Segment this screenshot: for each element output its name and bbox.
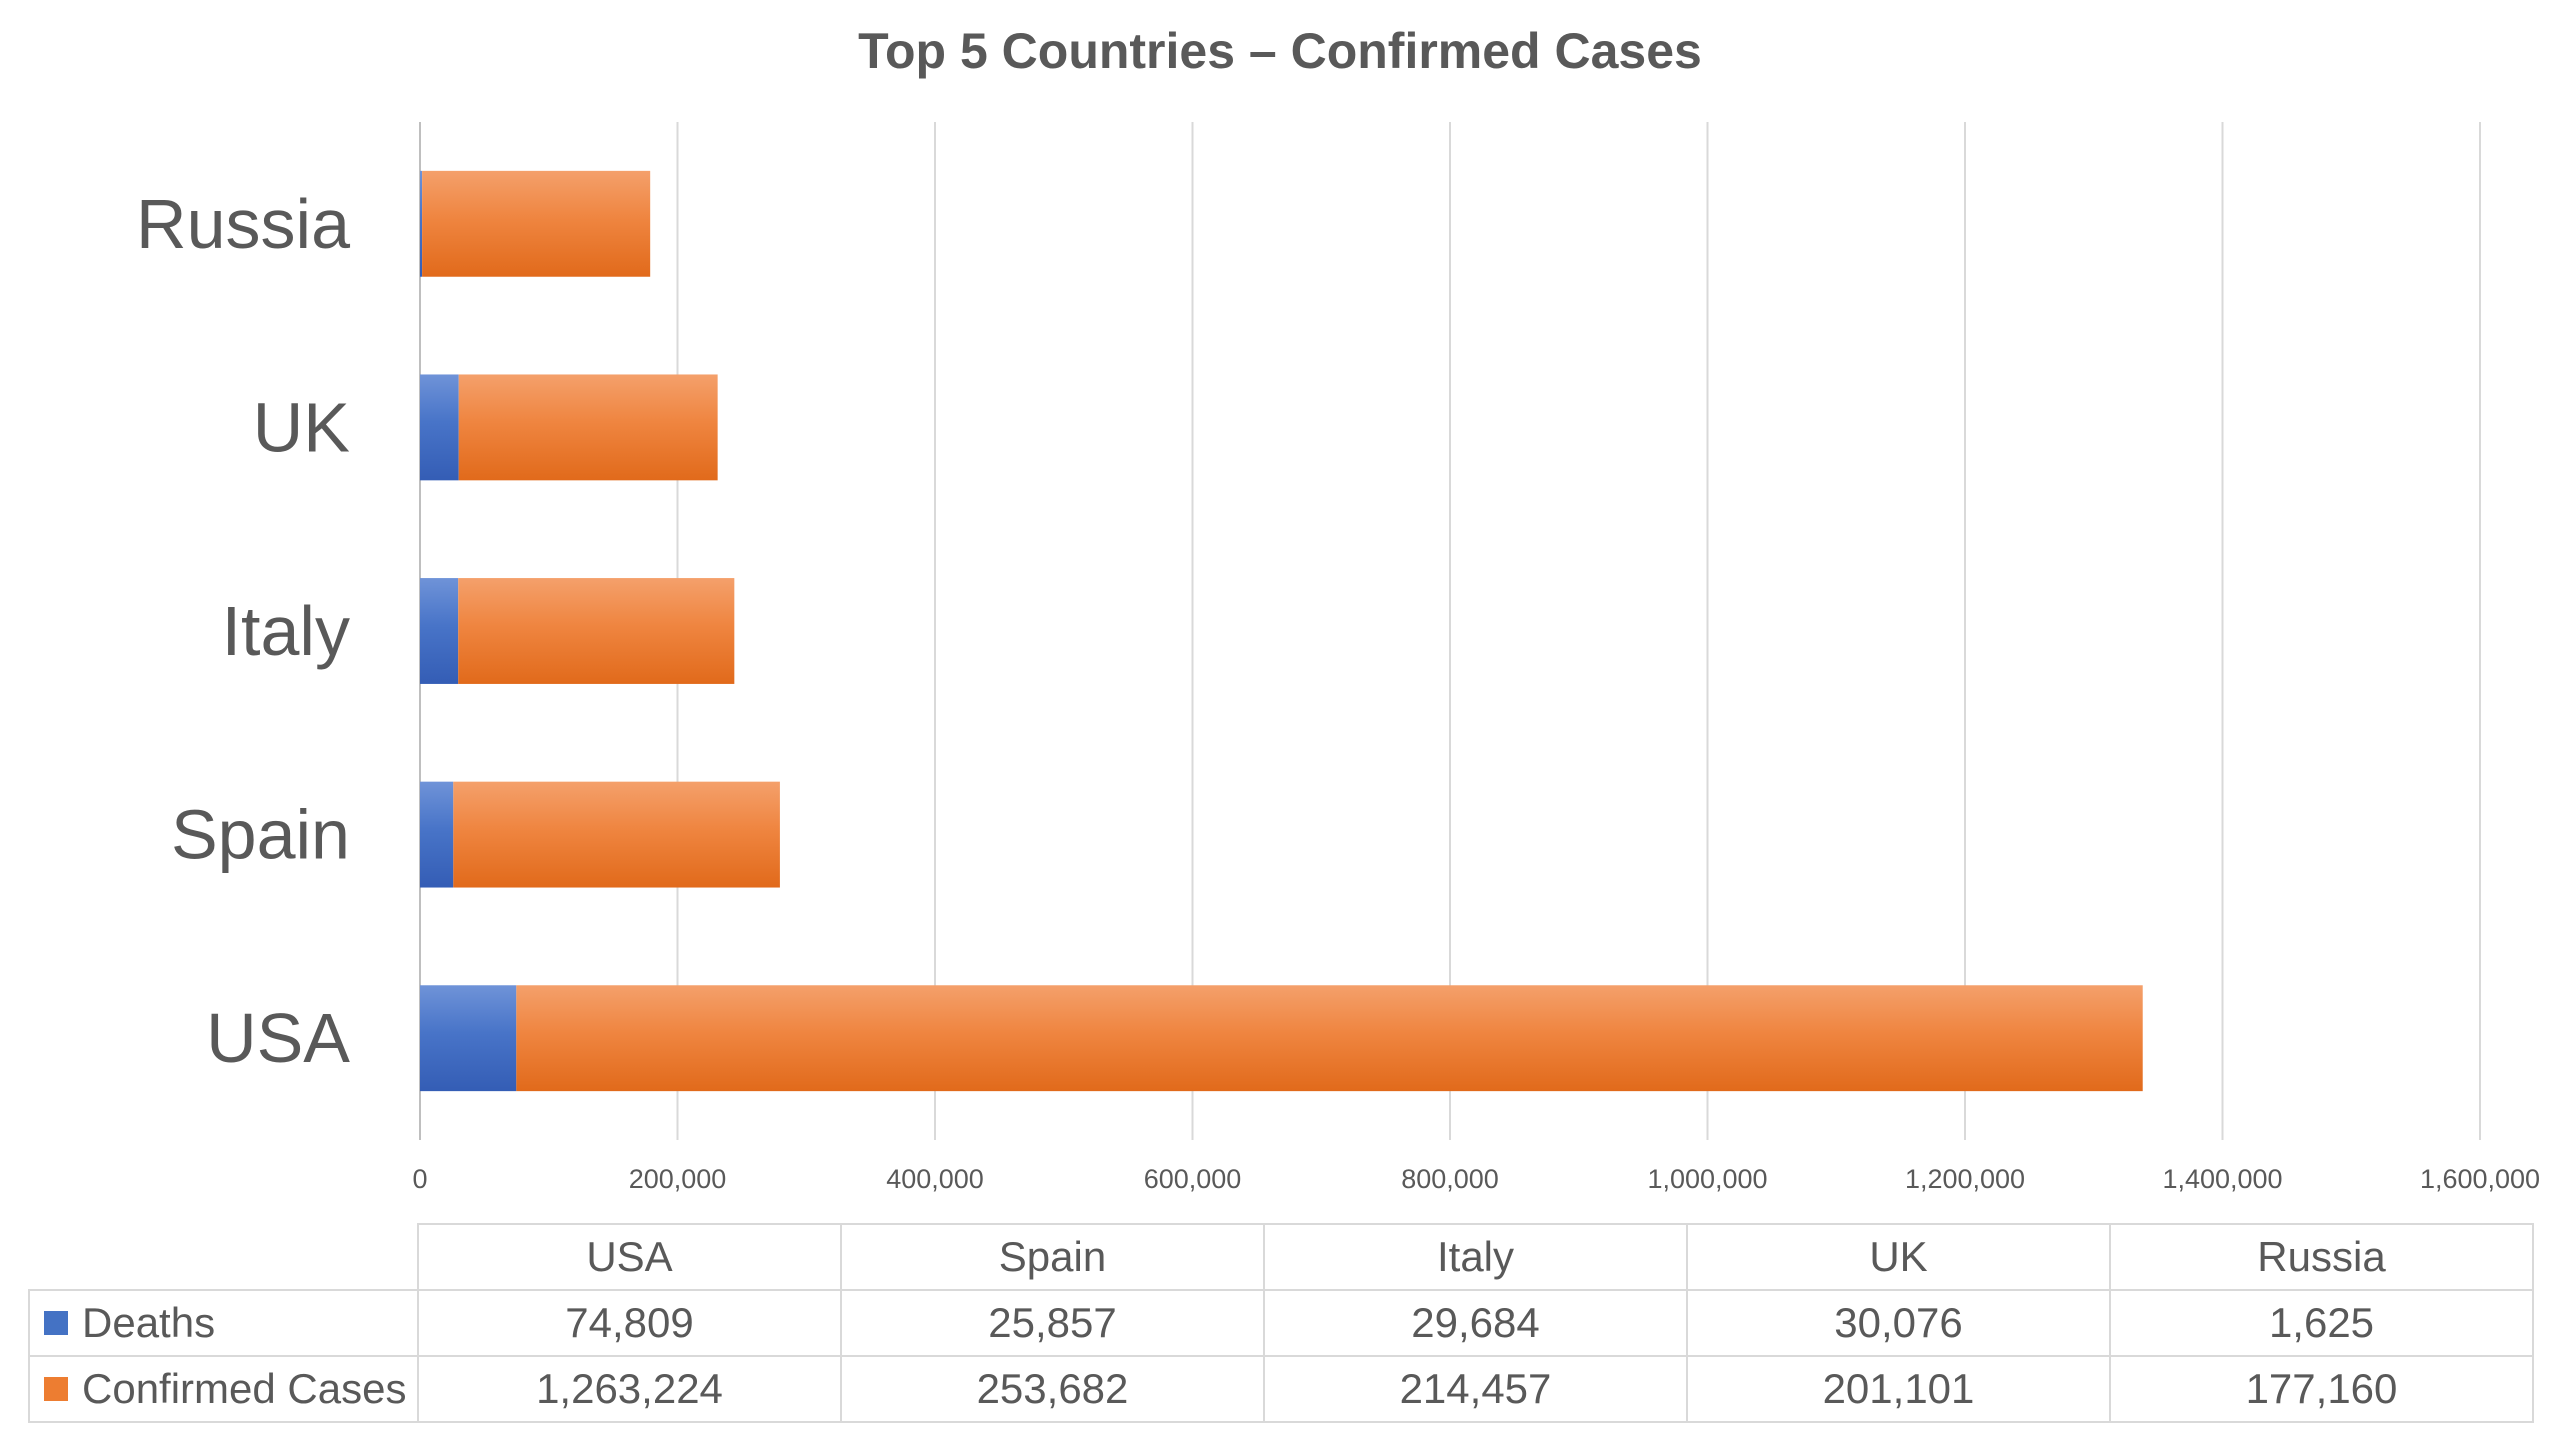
data-table-corner: [29, 1224, 419, 1291]
data-table-row-label: Confirmed Cases: [28, 1355, 419, 1423]
bar-confirmed: [458, 374, 718, 481]
bar-deaths: [420, 374, 459, 481]
bar-deaths: [420, 170, 423, 277]
confirmed-legend-swatch: [44, 1376, 68, 1401]
x-tick-label: 400,000: [886, 1164, 984, 1194]
bar-confirmed: [453, 781, 780, 888]
x-tick-label: 1,000,000: [1647, 1164, 1767, 1194]
category-label: Spain: [171, 796, 350, 874]
data-table-header: UK: [1686, 1223, 2111, 1291]
data-table-row-deaths: Deaths 74,809 25,857 29,684 30,076 1,625: [28, 1289, 2534, 1357]
data-table-cell: 253,682: [840, 1355, 1265, 1423]
chart-title: Top 5 Countries – Confirmed Cases: [858, 23, 1702, 79]
x-tick-label: 800,000: [1401, 1164, 1499, 1194]
data-table-header: Russia: [2109, 1223, 2534, 1291]
data-table: USA Spain Italy UK Russia Deaths 74,809 …: [28, 1223, 2534, 1423]
x-tick-label: 0: [412, 1164, 427, 1194]
data-table-cell: 1,263,224: [417, 1355, 842, 1423]
data-table-row-confirmed: Confirmed Cases 1,263,224 253,682 214,45…: [28, 1355, 2534, 1423]
x-tick-label: 200,000: [629, 1164, 727, 1194]
data-table-cell: 214,457: [1263, 1355, 1688, 1423]
category-label: UK: [253, 388, 350, 466]
x-tick-label: 1,400,000: [2162, 1164, 2282, 1194]
bar-confirmed: [516, 985, 2143, 1092]
data-table-cell: 25,857: [840, 1289, 1265, 1357]
data-table-cell: 29,684: [1263, 1289, 1688, 1357]
data-table-header: Italy: [1263, 1223, 1688, 1291]
deaths-legend-swatch: [44, 1310, 68, 1335]
x-tick-label: 1,600,000: [2420, 1164, 2540, 1194]
bar-confirmed: [458, 578, 735, 684]
deaths-legend-label: Deaths: [82, 1299, 216, 1346]
x-tick-label: 600,000: [1144, 1164, 1242, 1194]
category-label: Italy: [222, 592, 350, 670]
bar-deaths: [420, 985, 517, 1092]
bar-confirmed: [422, 170, 651, 277]
x-tick-label: 1,200,000: [1905, 1164, 2025, 1194]
data-table-cell: 1,625: [2109, 1289, 2534, 1357]
data-table-cell: 201,101: [1686, 1355, 2111, 1423]
data-table-header: USA: [417, 1223, 842, 1291]
category-label: USA: [206, 999, 350, 1077]
chart-plot-area: 0 200,000 400,000 600,000 800,000 1,000,000 1,…: [136, 122, 2540, 1194]
data-table-cell: 74,809: [417, 1289, 842, 1357]
bar-deaths: [420, 578, 459, 684]
data-table-header-row: USA Spain Italy UK Russia: [29, 1223, 2534, 1291]
category-label: Russia: [136, 185, 350, 263]
confirmed-legend-label: Confirmed Cases: [82, 1365, 407, 1412]
data-table-header: Spain: [840, 1223, 1265, 1291]
bar-deaths: [420, 781, 454, 888]
data-table-cell: 177,160: [2109, 1355, 2534, 1423]
data-table-row-label: Deaths: [28, 1289, 419, 1357]
data-table-cell: 30,076: [1686, 1289, 2111, 1357]
